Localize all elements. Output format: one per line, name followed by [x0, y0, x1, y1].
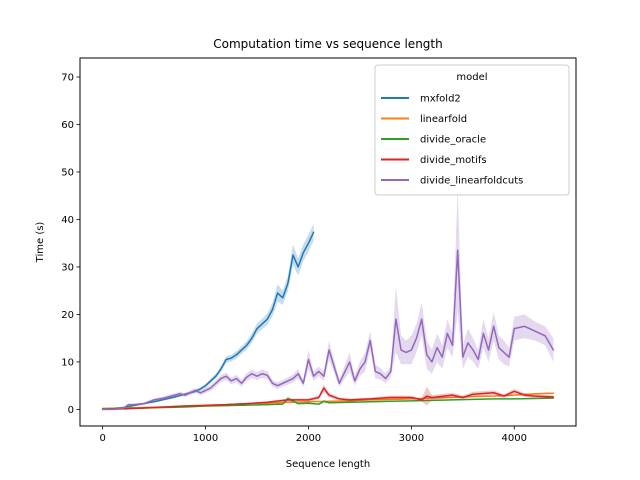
- y-tick-label: 40: [61, 215, 74, 226]
- series-line-divide-motifs: [101, 387, 555, 411]
- y-tick-label: 20: [61, 310, 74, 321]
- x-tick-label: 0: [99, 433, 105, 444]
- series-line-divide-linearfoldcuts: [101, 249, 555, 411]
- axis-ticks: 0 1000 2000 3000 4000 0 10 20 30 40 50 60 70: [61, 72, 527, 444]
- chart-title: Computation time vs sequence length: [213, 37, 442, 51]
- series-band-mxfold2: [102, 223, 314, 410]
- y-tick-label: 30: [61, 262, 74, 273]
- legend-label-divide-oracle: divide_oracle: [420, 135, 486, 146]
- legend-label-divide-motifs: divide_motifs: [420, 155, 487, 166]
- legend-label-divide-linearfoldcuts: divide_linearfoldcuts: [420, 176, 523, 187]
- legend-label-mxfold2: mxfold2: [420, 94, 461, 105]
- plot-area: [101, 188, 555, 411]
- series-line-mxfold2: [101, 231, 315, 410]
- x-tick-label: 2000: [296, 433, 321, 444]
- y-tick-label: 10: [61, 357, 74, 368]
- y-tick-label: 0: [68, 405, 74, 416]
- x-tick-label: 1000: [193, 433, 218, 444]
- y-tick-label: 70: [61, 72, 74, 83]
- y-tick-label: 50: [61, 167, 74, 178]
- legend-title: model: [456, 72, 487, 83]
- y-tick-label: 60: [61, 120, 74, 131]
- legend-box: [374, 64, 570, 196]
- y-axis-label: Time (s): [35, 222, 46, 264]
- legend-entries: mxfold2 linearfold divide_oracle divide_mot…: [381, 94, 523, 187]
- legend: model mxfold2 linearfold divide_oracledivi…: [374, 64, 570, 196]
- legend-label-linearfold: linearfold: [420, 114, 467, 125]
- x-tick-label: 4000: [502, 433, 527, 444]
- axes-frame: [79, 57, 577, 427]
- x-axis-label: Sequence length: [286, 459, 370, 470]
- series-line-divide-oracle: [101, 397, 555, 410]
- x-tick-label: 3000: [399, 433, 424, 444]
